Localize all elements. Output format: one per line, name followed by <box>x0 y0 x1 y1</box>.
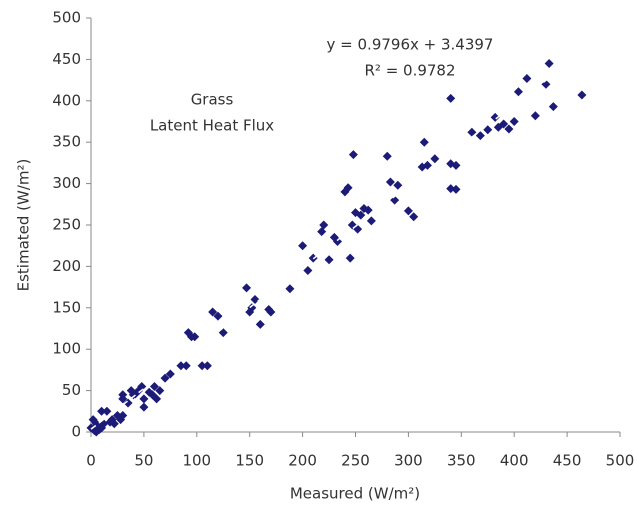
x-tick-label: 50 <box>134 452 153 470</box>
point <box>522 73 532 83</box>
point <box>123 398 133 408</box>
point <box>97 406 107 416</box>
trend-line <box>90 52 583 430</box>
point <box>165 369 175 379</box>
point <box>329 232 339 242</box>
y-tick-label: 350 <box>52 133 81 151</box>
x-axis-label: Measured (W/m²) <box>290 485 420 503</box>
x-tick-label: 450 <box>553 452 582 470</box>
point <box>403 206 413 216</box>
point <box>139 402 149 412</box>
point <box>102 406 112 416</box>
point <box>509 117 519 126</box>
point <box>345 253 355 263</box>
point <box>176 361 186 371</box>
point <box>105 417 115 427</box>
point <box>446 93 456 103</box>
x-tick-label: 350 <box>447 452 476 470</box>
trend-r2: R² = 0.9782 <box>364 62 455 80</box>
point <box>393 180 403 190</box>
point <box>363 205 373 215</box>
point <box>430 154 440 164</box>
point <box>242 283 252 293</box>
point <box>155 386 165 396</box>
y-axis-label: Estimated (W/m²) <box>15 159 33 292</box>
point <box>112 410 122 420</box>
point <box>530 111 540 121</box>
point <box>160 373 170 383</box>
point <box>348 150 358 160</box>
x-tick-label: 100 <box>182 452 211 470</box>
y-tick-label: 150 <box>52 298 81 316</box>
point <box>319 220 329 230</box>
annotation: Grass <box>191 91 234 109</box>
point <box>213 311 223 321</box>
point <box>202 361 212 371</box>
point <box>298 241 308 251</box>
point <box>475 131 485 141</box>
point <box>351 208 360 218</box>
point <box>197 361 207 371</box>
point <box>285 284 295 294</box>
point <box>385 177 395 187</box>
point <box>324 255 334 265</box>
point <box>250 295 260 305</box>
y-tick-label: 250 <box>52 216 81 234</box>
y-tick-label: 200 <box>52 257 81 275</box>
point <box>504 124 514 134</box>
point <box>118 390 128 400</box>
point <box>264 304 274 314</box>
point <box>149 381 159 391</box>
y-tick-label: 50 <box>62 381 81 399</box>
x-tick-label: 200 <box>288 452 317 470</box>
point <box>366 216 376 226</box>
point <box>513 87 523 97</box>
point <box>409 212 419 222</box>
point <box>340 187 350 197</box>
y-tick-label: 400 <box>52 91 81 109</box>
point <box>422 160 432 170</box>
annotation: Latent Heat Flux <box>150 117 274 135</box>
x-tick-label: 300 <box>394 452 423 470</box>
point <box>303 266 313 276</box>
point <box>483 125 493 135</box>
point <box>88 415 98 425</box>
y-tick-label: 100 <box>52 340 81 358</box>
point <box>451 184 461 194</box>
point <box>137 381 147 391</box>
point <box>255 319 265 329</box>
y-tick-label: 0 <box>71 423 81 441</box>
y-tick-label: 300 <box>52 174 81 192</box>
point <box>181 361 191 371</box>
point <box>317 227 327 237</box>
y-tick-label: 500 <box>52 9 81 27</box>
point <box>245 307 255 317</box>
point <box>490 112 500 122</box>
point <box>190 332 200 342</box>
x-tick-label: 0 <box>86 452 96 470</box>
x-tick-label: 500 <box>606 452 635 470</box>
point <box>390 195 400 205</box>
x-tick-label: 400 <box>500 452 529 470</box>
point <box>544 59 554 69</box>
y-tick-label: 450 <box>52 50 81 68</box>
point <box>419 137 429 147</box>
point <box>139 394 149 404</box>
point <box>144 387 154 397</box>
x-tick-label: 250 <box>341 452 370 470</box>
point <box>208 307 218 317</box>
point <box>451 160 461 170</box>
point <box>183 328 193 338</box>
trend-equation: y = 0.9796x + 3.4397 <box>327 36 494 54</box>
point <box>548 102 558 112</box>
x-tick-label: 150 <box>235 452 264 470</box>
point <box>91 427 101 437</box>
point <box>577 90 587 100</box>
point <box>493 122 503 132</box>
point <box>382 151 392 161</box>
